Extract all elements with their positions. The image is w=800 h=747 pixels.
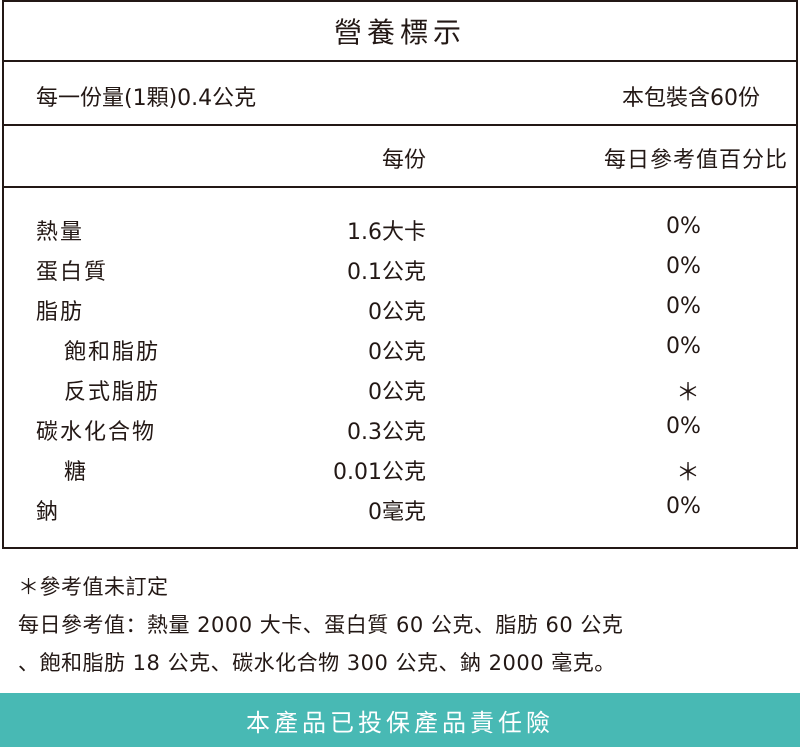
daily-reference-line-1: 每日參考值：熱量 2000 大卡、蛋白質 60 公克、脂肪 60 公克 [18, 613, 624, 637]
nutrient-row-sugar: 糖 0.01公克 ＊ [4, 450, 796, 490]
serving-row: 每一份量(1顆)0.4公克 本包裝含60份 [4, 62, 796, 126]
nutrient-amount: 0.3公克 [347, 420, 426, 445]
nutrient-dv: ＊ [676, 378, 700, 406]
nutrient-row-carbohydrate: 碳水化合物 0.3公克 0% [4, 410, 796, 450]
nutrient-row-fat: 脂肪 0公克 0% [4, 290, 796, 330]
nutrient-row-calories: 熱量 1.6大卡 0% [4, 210, 796, 250]
servings-per-package: 本包裝含60份 [622, 86, 760, 111]
footnote-not-established: ＊參考值未訂定 [18, 575, 169, 599]
nutrient-table: 熱量 1.6大卡 0% 蛋白質 0.1公克 0% 脂肪 0公克 0% 飽和脂肪 … [4, 210, 796, 530]
daily-reference-line-2: 、飽和脂肪 18 公克、碳水化合物 300 公克、鈉 2000 毫克。 [18, 651, 616, 675]
daily-value-header: 每日參考值百分比 [603, 148, 788, 173]
nutrient-dv: 0% [666, 294, 701, 319]
nutrient-amount: 0毫克 [368, 500, 426, 525]
serving-size: 每一份量(1顆)0.4公克 [36, 86, 257, 111]
nutrient-amount: 0.1公克 [347, 260, 426, 285]
nutrient-dv: ＊ [676, 458, 700, 486]
column-header-row: 每份 每日參考值百分比 [4, 126, 796, 188]
nutrient-dv: 0% [666, 254, 701, 279]
nutrient-dv: 0% [666, 494, 701, 519]
nutrition-title: 營養標示 [4, 2, 796, 62]
nutrient-name: 碳水化合物 [36, 420, 157, 445]
per-serving-header: 每份 [381, 148, 426, 173]
nutrient-dv: 0% [666, 214, 701, 239]
nutrient-row-saturated-fat: 飽和脂肪 0公克 0% [4, 330, 796, 370]
nutrient-name: 反式脂肪 [64, 380, 161, 405]
liability-insurance-banner: 本產品已投保產品責任險 [0, 693, 800, 747]
nutrient-amount: 0公克 [368, 380, 426, 405]
nutrient-amount: 0公克 [368, 300, 426, 325]
nutrient-name: 鈉 [36, 500, 61, 525]
notes-section: ＊參考值未訂定 每日參考值：熱量 2000 大卡、蛋白質 60 公克、脂肪 60… [18, 568, 623, 682]
nutrient-name: 蛋白質 [36, 260, 109, 285]
nutrient-name: 飽和脂肪 [64, 340, 161, 365]
nutrition-label-panel: 營養標示 每一份量(1顆)0.4公克 本包裝含60份 每份 每日參考值百分比 熱… [2, 0, 798, 549]
nutrient-amount: 0公克 [368, 340, 426, 365]
nutrient-row-sodium: 鈉 0毫克 0% [4, 490, 796, 530]
nutrient-name: 脂肪 [36, 300, 85, 325]
nutrient-amount: 1.6大卡 [347, 220, 426, 245]
nutrient-row-protein: 蛋白質 0.1公克 0% [4, 250, 796, 290]
nutrient-dv: 0% [666, 414, 701, 439]
nutrient-dv: 0% [666, 334, 701, 359]
nutrient-name: 糖 [64, 460, 89, 485]
nutrient-amount: 0.01公克 [333, 460, 426, 485]
nutrient-row-trans-fat: 反式脂肪 0公克 ＊ [4, 370, 796, 410]
nutrient-name: 熱量 [36, 220, 85, 245]
